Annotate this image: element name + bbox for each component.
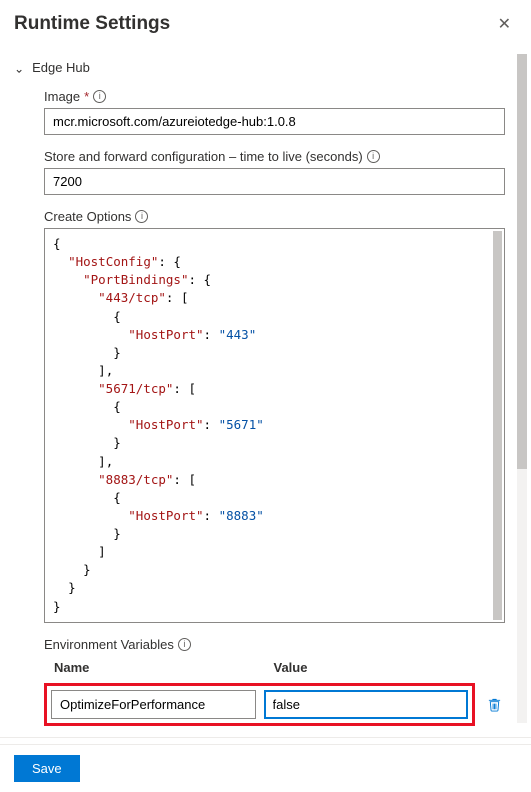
env-col-name: Name <box>44 656 256 679</box>
panel-scrollbar[interactable] <box>517 54 527 723</box>
required-marker: * <box>84 89 89 104</box>
info-icon[interactable]: i <box>93 90 106 103</box>
info-icon[interactable]: i <box>178 638 191 651</box>
section-toggle-edgehub[interactable]: ⌃ Edge Hub <box>14 60 505 75</box>
info-icon[interactable]: i <box>135 210 148 223</box>
image-input[interactable] <box>44 108 505 135</box>
create-options-editor[interactable]: { "HostConfig": { "PortBindings": { "443… <box>44 228 505 623</box>
info-icon[interactable]: i <box>367 150 380 163</box>
code-scrollbar-thumb[interactable] <box>493 231 502 620</box>
chevron-up-icon: ⌃ <box>14 61 24 75</box>
create-options-label: Create Options <box>44 209 131 224</box>
scroll-area: ⌃ Edge Hub Image * i Store and forward c… <box>0 46 531 731</box>
save-button[interactable]: Save <box>14 755 80 782</box>
env-col-value: Value <box>264 656 476 679</box>
ttl-input[interactable] <box>44 168 505 195</box>
divider <box>0 737 531 738</box>
env-value-input[interactable] <box>264 690 469 719</box>
code-scrollbar[interactable] <box>493 231 502 620</box>
env-name-input[interactable] <box>51 690 256 719</box>
env-label: Environment Variables <box>44 637 174 652</box>
panel-title: Runtime Settings <box>14 13 170 35</box>
panel-scrollbar-thumb[interactable] <box>517 54 527 469</box>
ttl-label: Store and forward configuration – time t… <box>44 149 363 164</box>
image-label: Image <box>44 89 80 104</box>
section-title: Edge Hub <box>32 60 90 75</box>
close-icon[interactable]: ✕ <box>492 10 517 38</box>
env-row <box>44 683 505 726</box>
delete-icon[interactable] <box>483 697 505 712</box>
